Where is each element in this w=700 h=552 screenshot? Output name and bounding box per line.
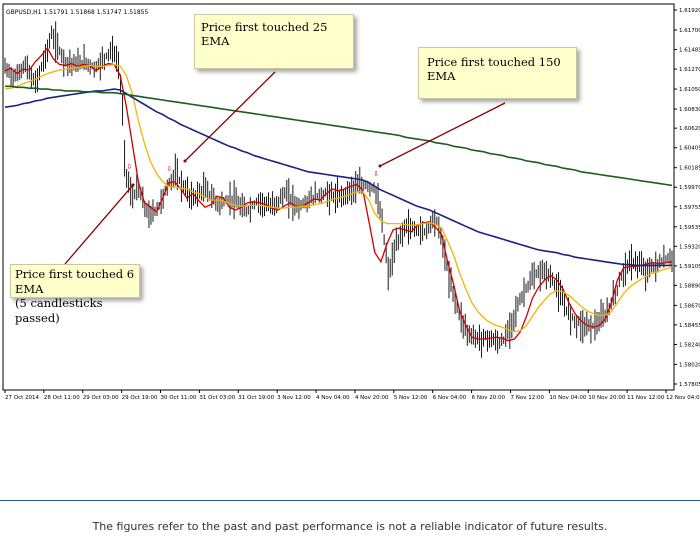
- callout-ema150-text: Price first touched 150 EMA: [427, 55, 561, 83]
- x-tick-label: 27 Oct 2014: [5, 395, 40, 401]
- pointer-tip: [131, 183, 135, 187]
- x-tick-label: 6 Nov 20:00: [472, 395, 506, 401]
- y-tick-label: 1.59970: [679, 185, 700, 191]
- x-tick-label: 30 Oct 11:00: [161, 395, 197, 401]
- signal-arrow-icon: ⇩: [126, 163, 132, 171]
- y-tick-label: 1.61270: [679, 67, 700, 73]
- callout-ema25: Price first touched 25 EMA: [194, 14, 354, 69]
- x-tick-label: 5 Nov 12:00: [394, 395, 428, 401]
- y-tick-label: 1.59105: [679, 264, 700, 270]
- y-tick-label: 1.58240: [679, 342, 700, 348]
- pointer-ema6: [64, 184, 134, 265]
- x-tick-label: 4 Nov 20:00: [355, 395, 389, 401]
- price-chart: GBPUSD,H1 1.51791 1.51868 1.51747 1.5185…: [2, 3, 700, 401]
- y-tick-label: 1.61050: [679, 87, 700, 93]
- signal-arrow-icon: ⇩: [166, 165, 172, 173]
- y-tick-label: 1.61920: [679, 8, 700, 14]
- ema150-line: [4, 88, 672, 267]
- y-tick-label: 1.59755: [679, 205, 700, 211]
- pointer-ema150: [379, 102, 506, 167]
- x-tick-label: 6 Nov 04:00: [433, 395, 467, 401]
- y-tick-label: 1.58020: [679, 362, 700, 368]
- x-tick-label: 31 Oct 19:00: [238, 395, 274, 401]
- ema400-line: [5, 85, 673, 187]
- y-tick-label: 1.59320: [679, 244, 700, 250]
- x-tick-label: 29 Oct 03:00: [83, 395, 119, 401]
- callout-ema150: Price first touched 150 EMA: [418, 47, 577, 99]
- x-tick-label: 31 Oct 03:00: [199, 395, 235, 401]
- y-tick-label: 1.57805: [679, 382, 700, 388]
- y-tick-label: 1.60405: [679, 146, 700, 152]
- signal-arrow-icon: ⇩: [373, 170, 379, 178]
- callout-ema6-line2: (5 candlesticks passed): [15, 296, 103, 325]
- callout-ema6-line1: Price first touched 6 EMA: [15, 267, 135, 296]
- x-tick-label: 12 Nov 04:00: [666, 395, 700, 401]
- x-tick-label: 7 Nov 12:00: [510, 395, 544, 401]
- pointer-tip: [378, 164, 382, 168]
- pointer-tip: [183, 159, 187, 163]
- y-tick-label: 1.58455: [679, 323, 700, 329]
- y-tick-label: 1.60185: [679, 166, 700, 172]
- x-tick-label: 3 Nov 12:00: [277, 395, 311, 401]
- chart-header: GBPUSD,H1 1.51791 1.51868 1.51747 1.5185…: [6, 9, 148, 16]
- x-tick-label: 28 Oct 11:00: [44, 395, 80, 401]
- callout-ema6: Price first touched 6 EMA (5 candlestick…: [10, 264, 140, 325]
- ema25-line: [4, 63, 673, 333]
- footer-divider: [0, 500, 700, 501]
- x-tick-label: 29 Oct 19:00: [122, 395, 158, 401]
- x-tick-label: 10 Nov 20:00: [588, 395, 626, 401]
- y-tick-label: 1.61485: [679, 48, 700, 54]
- x-tick-label: 4 Nov 04:00: [316, 395, 350, 401]
- y-tick-label: 1.58670: [679, 303, 700, 309]
- y-tick-label: 1.58890: [679, 283, 700, 289]
- ema6-line: [4, 47, 673, 342]
- y-tick-label: 1.60830: [679, 107, 700, 113]
- x-tick-label: 11 Nov 12:00: [627, 395, 665, 401]
- y-tick-label: 1.60620: [679, 126, 700, 132]
- disclaimer-text: The figures refer to the past and past p…: [92, 520, 608, 533]
- pointer-ema25: [184, 71, 276, 162]
- x-tick-label: 10 Nov 04:00: [549, 395, 587, 401]
- y-tick-label: 1.61700: [679, 28, 700, 34]
- y-tick-label: 1.59535: [679, 225, 700, 231]
- callout-ema25-text: Price first touched 25 EMA: [201, 20, 328, 48]
